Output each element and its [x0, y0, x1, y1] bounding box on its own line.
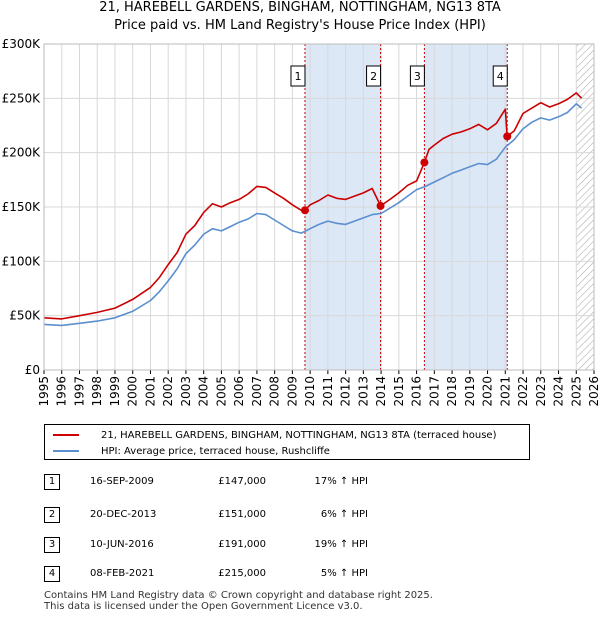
sale-marker-label: 3	[414, 70, 421, 83]
sale-hpi-diff: 6% ↑ HPI	[320, 509, 368, 520]
legend-item-property: 21, HAREBELL GARDENS, BINGHAM, NOTTINGHA…	[53, 428, 496, 442]
sale-hpi-diff: 17% ↑ HPI	[314, 476, 368, 487]
x-tick-label: 2023	[534, 376, 548, 407]
legend-item-hpi: HPI: Average price, terraced house, Rush…	[53, 444, 330, 458]
x-tick-label: 2018	[445, 376, 459, 407]
sale-number: 4	[44, 566, 60, 582]
sale-point	[420, 158, 429, 167]
x-tick-label: 2001	[143, 376, 157, 407]
sale-date: 08-FEB-2021	[90, 568, 155, 579]
x-tick-label: 2019	[463, 376, 477, 407]
x-tick-label: 2015	[392, 376, 406, 407]
footer-copyright: Contains HM Land Registry data © Crown c…	[44, 590, 433, 601]
sale-marker-label: 1	[294, 70, 301, 83]
y-tick-label: £100K	[2, 254, 42, 268]
x-tick-label: 2010	[303, 376, 317, 407]
sale-hpi-diff: 5% ↑ HPI	[320, 568, 368, 579]
x-tick-label: 2007	[250, 376, 264, 407]
sale-price: £151,000	[218, 509, 266, 520]
x-tick-label: 2006	[232, 376, 246, 407]
sale-number: 1	[44, 474, 60, 490]
plot-frame	[43, 43, 595, 371]
sale-date: 16-SEP-2009	[90, 476, 154, 487]
x-tick-label: 2024	[552, 376, 566, 407]
legend-label-hpi: HPI: Average price, terraced house, Rush…	[101, 445, 330, 457]
y-tick-label: £250K	[2, 91, 42, 105]
sale-point	[300, 206, 309, 215]
x-tick-label: 2011	[321, 376, 335, 407]
x-tick-label: 2016	[410, 376, 424, 407]
x-tick-label: 2003	[179, 376, 193, 407]
legend-label-property: 21, HAREBELL GARDENS, BINGHAM, NOTTINGHA…	[101, 429, 497, 441]
y-tick-label: £200K	[2, 146, 42, 160]
legend: 21, HAREBELL GARDENS, BINGHAM, NOTTINGHA…	[44, 424, 530, 460]
sale-marker-box	[492, 65, 508, 87]
sale-price: £147,000	[218, 476, 266, 487]
x-tick-label: 2025	[569, 376, 583, 407]
sale-point	[503, 132, 512, 141]
x-tick-label: 1996	[55, 376, 69, 407]
x-tick-label: 2014	[374, 376, 388, 407]
x-tick-label: 2012	[339, 376, 353, 407]
x-tick-label: 2017	[427, 376, 441, 407]
sale-number: 3	[44, 537, 60, 553]
x-tick-label: 2005	[214, 376, 228, 407]
x-tick-label: 2008	[268, 376, 282, 407]
x-tick-label: 1997	[72, 376, 86, 407]
x-tick-label: 2004	[197, 376, 211, 407]
sale-marker-box	[290, 65, 306, 87]
y-tick-label: £0	[25, 363, 40, 377]
price-chart: 1 2 3 4 £0 £50K £100K £150K £200K £250K £300K 1995…	[2, 37, 600, 407]
chart-subtitle: Price paid vs. HM Land Registry's House …	[114, 18, 486, 33]
x-tick-label: 2021	[498, 376, 512, 407]
legend-line-hpi	[53, 450, 79, 452]
sale-date: 20-DEC-2013	[90, 509, 157, 520]
chart-title: 21, HAREBELL GARDENS, BINGHAM, NOTTINGHA…	[99, 0, 501, 15]
sale-marker-box	[366, 65, 382, 87]
x-tick-label: 2002	[161, 376, 175, 407]
x-tick-label: 1999	[108, 376, 122, 407]
x-tick-label: 2026	[587, 376, 600, 407]
footer-licence: This data is licensed under the Open Gov…	[44, 601, 363, 612]
x-tick-label: 1998	[90, 376, 104, 407]
sale-price: £215,000	[218, 568, 266, 579]
sale-hpi-diff: 19% ↑ HPI	[314, 539, 368, 550]
y-tick-label: £150K	[2, 200, 42, 214]
legend-line-property	[53, 434, 79, 436]
x-tick-label: 2022	[516, 376, 530, 407]
x-tick-label: 1995	[37, 376, 51, 407]
x-tick-label: 2013	[356, 376, 370, 407]
x-tick-label: 2020	[481, 376, 495, 407]
y-tick-label: £50K	[9, 309, 41, 323]
hpi-line	[43, 103, 583, 327]
sale-point	[376, 201, 385, 210]
sale-marker-label: 2	[370, 70, 377, 83]
x-tick-label: 2009	[285, 376, 299, 407]
y-tick-label: £300K	[2, 37, 42, 51]
property-price-line	[43, 92, 583, 320]
sale-date: 10-JUN-2016	[90, 539, 154, 550]
x-tick-label: 2000	[126, 376, 140, 407]
sale-marker-box	[409, 65, 425, 87]
sale-number: 2	[44, 507, 60, 523]
sale-marker-label: 4	[497, 70, 504, 83]
sale-price: £191,000	[218, 539, 266, 550]
